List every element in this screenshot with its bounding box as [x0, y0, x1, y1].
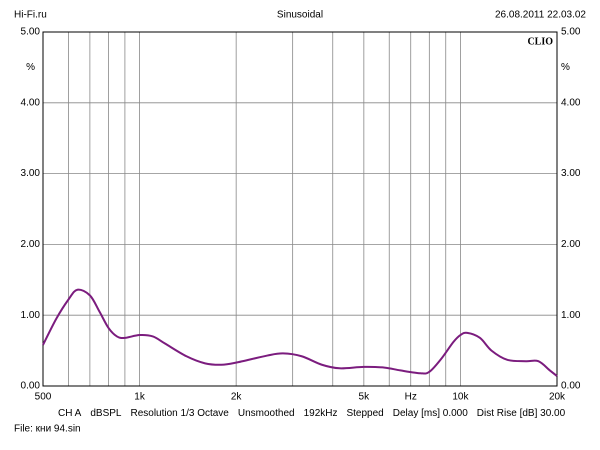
y2-tick-label: 4.00: [561, 97, 581, 108]
footer-item: Stepped: [346, 408, 383, 419]
y-tick-label: 1.00: [21, 310, 41, 321]
y2-unit: %: [561, 62, 570, 73]
y-tick-label: 4.00: [21, 97, 41, 108]
y2-tick-label: 3.00: [561, 168, 581, 179]
x-tick-label: 500: [35, 392, 52, 403]
header-right: 26.08.2011 22.03.02: [495, 10, 586, 21]
y2-tick-label: 1.00: [561, 310, 581, 321]
x-tick-label: 10k: [452, 392, 469, 403]
footer: CH A dBSPL Resolution 1/3 Octave Unsmoothed…: [58, 408, 566, 419]
y2-tick-label: 2.00: [561, 239, 581, 250]
plot-frame: [42, 31, 558, 387]
footer-item: Dist Rise [dB] 30.00: [477, 408, 566, 419]
x-tick-label: 5k: [359, 392, 371, 403]
y-tick-label: 2.00: [21, 239, 41, 250]
x-tick-label: 2k: [231, 392, 243, 403]
footer-item: dBSPL: [90, 408, 122, 419]
y2-tick-label: 5.00: [561, 27, 581, 38]
y-tick-label: 5.00: [21, 27, 41, 38]
brand: CLIO: [527, 36, 553, 47]
x-tick-label: 1k: [134, 392, 146, 403]
y2-tick-label: 0.00: [561, 381, 581, 392]
x-tick-label: 20k: [549, 392, 566, 403]
header-left: Hi-Fi.ru: [14, 10, 47, 21]
y-unit: %: [26, 62, 35, 73]
header-center: Sinusoidal: [277, 10, 323, 21]
footer-item: Unsmoothed: [238, 408, 295, 419]
x-tick-label: Hz: [405, 392, 417, 403]
file-name: File: кни 94.sin: [14, 424, 81, 435]
y-tick-label: 0.00: [21, 381, 41, 392]
footer-item: Resolution 1/3 Octave: [130, 408, 229, 419]
footer-item: Delay [ms] 0.000: [393, 408, 468, 419]
footer-item: CH A: [58, 408, 82, 419]
footer-item: 192kHz: [304, 408, 338, 419]
data-line: [42, 288, 558, 377]
y-tick-label: 3.00: [21, 168, 41, 179]
